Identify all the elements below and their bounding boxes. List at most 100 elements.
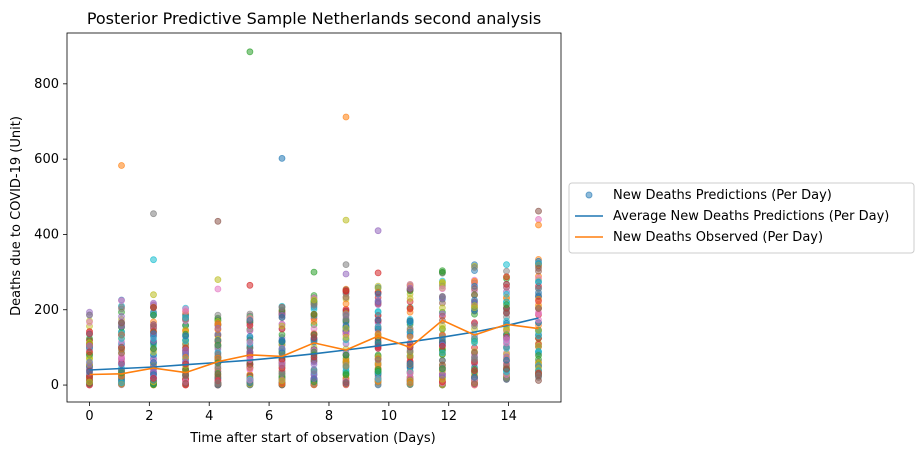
prediction-point (278, 336, 286, 344)
y-tick-label: 600 (34, 152, 59, 167)
prediction-point (503, 290, 510, 298)
prediction-point (214, 379, 222, 387)
prediction-point (503, 267, 510, 275)
prediction-point (214, 362, 222, 370)
prediction-point (471, 373, 478, 381)
prediction-point (150, 304, 157, 311)
prediction-point (214, 217, 222, 225)
prediction-point (342, 287, 350, 295)
legend-label-observed: New Deaths Observed (Per Day) (613, 230, 823, 245)
axes-frame (66, 32, 562, 403)
x-axis-label: Time after start of observation (Days) (189, 431, 436, 446)
prediction-point (86, 311, 93, 319)
prediction-point (535, 215, 542, 223)
prediction-point (246, 338, 254, 346)
x-tick-label: 10 (381, 409, 398, 424)
prediction-point (342, 333, 350, 341)
x-axis-ticks: 0 2 4 6 8 10 12 14 (85, 402, 517, 424)
prediction-point (86, 330, 93, 338)
prediction-point (150, 210, 157, 218)
prediction-point (86, 378, 93, 386)
y-tick-label: 400 (34, 227, 59, 242)
prediction-point (278, 322, 286, 330)
prediction-point (374, 338, 382, 346)
prediction-point (438, 268, 446, 276)
prediction-point (310, 374, 318, 382)
prediction-point (535, 285, 542, 293)
prediction-point (535, 278, 542, 286)
prediction-point (118, 319, 125, 327)
prediction-point (118, 349, 125, 357)
prediction-point (150, 291, 157, 299)
prediction-point (438, 349, 446, 357)
prediction-point (342, 113, 350, 121)
prediction-point (342, 293, 350, 301)
prediction-point (118, 162, 125, 169)
prediction-point (342, 261, 350, 269)
x-tick-label: 4 (205, 409, 213, 424)
prediction-point (182, 332, 190, 340)
prediction-point (374, 284, 382, 292)
legend-label-average: Average New Deaths Predictions (Per Day) (613, 209, 889, 224)
prediction-point (118, 343, 125, 351)
prediction-point (310, 301, 318, 309)
prediction-point (374, 356, 382, 364)
prediction-point (118, 312, 125, 320)
prediction-point (438, 357, 446, 365)
prediction-point (374, 367, 382, 375)
scatter-layer (86, 48, 542, 389)
prediction-point (374, 316, 382, 324)
prediction-point (503, 356, 510, 364)
prediction-point (438, 371, 446, 379)
prediction-point (150, 311, 157, 319)
prediction-point (471, 367, 478, 374)
prediction-point (342, 351, 350, 359)
prediction-point (310, 310, 318, 318)
y-axis-label: Deaths due to COVID-19 (Unit) (9, 116, 24, 316)
prediction-point (342, 270, 350, 278)
prediction-point (310, 268, 318, 276)
prediction-point (214, 285, 222, 293)
prediction-point (150, 345, 157, 352)
prediction-point (406, 369, 414, 377)
prediction-point (150, 330, 157, 338)
prediction-point (86, 348, 93, 356)
prediction-point (182, 305, 190, 313)
prediction-point (214, 324, 222, 332)
prediction-point (278, 361, 286, 369)
prediction-point (214, 311, 222, 319)
prediction-point (342, 370, 350, 378)
prediction-point (118, 360, 125, 368)
prediction-point (374, 323, 382, 330)
x-tick-label: 12 (440, 409, 457, 424)
prediction-point (374, 227, 382, 235)
prediction-point (406, 333, 414, 341)
prediction-point (150, 321, 157, 328)
y-tick-label: 800 (34, 77, 59, 92)
prediction-point (246, 316, 254, 324)
prediction-point (471, 304, 478, 312)
prediction-point (278, 313, 286, 321)
prediction-point (374, 301, 382, 309)
prediction-point (406, 360, 414, 368)
prediction-point (246, 332, 254, 340)
prediction-point (310, 296, 318, 304)
prediction-point (471, 285, 478, 293)
prediction-point (374, 375, 382, 383)
prediction-point (214, 371, 222, 379)
average-predictions-line (89, 317, 539, 371)
legend-label-predictions: New Deaths Predictions (Per Day) (613, 188, 832, 203)
prediction-point (182, 314, 190, 322)
prediction-point (182, 379, 190, 387)
prediction-point (503, 273, 510, 281)
prediction-point (374, 308, 382, 316)
prediction-point (438, 278, 446, 286)
prediction-point (535, 352, 542, 359)
prediction-point (86, 318, 93, 326)
x-tick-label: 8 (325, 409, 333, 424)
prediction-point (342, 378, 350, 386)
prediction-point (310, 360, 318, 368)
prediction-point (503, 336, 510, 344)
prediction-point (246, 376, 254, 384)
